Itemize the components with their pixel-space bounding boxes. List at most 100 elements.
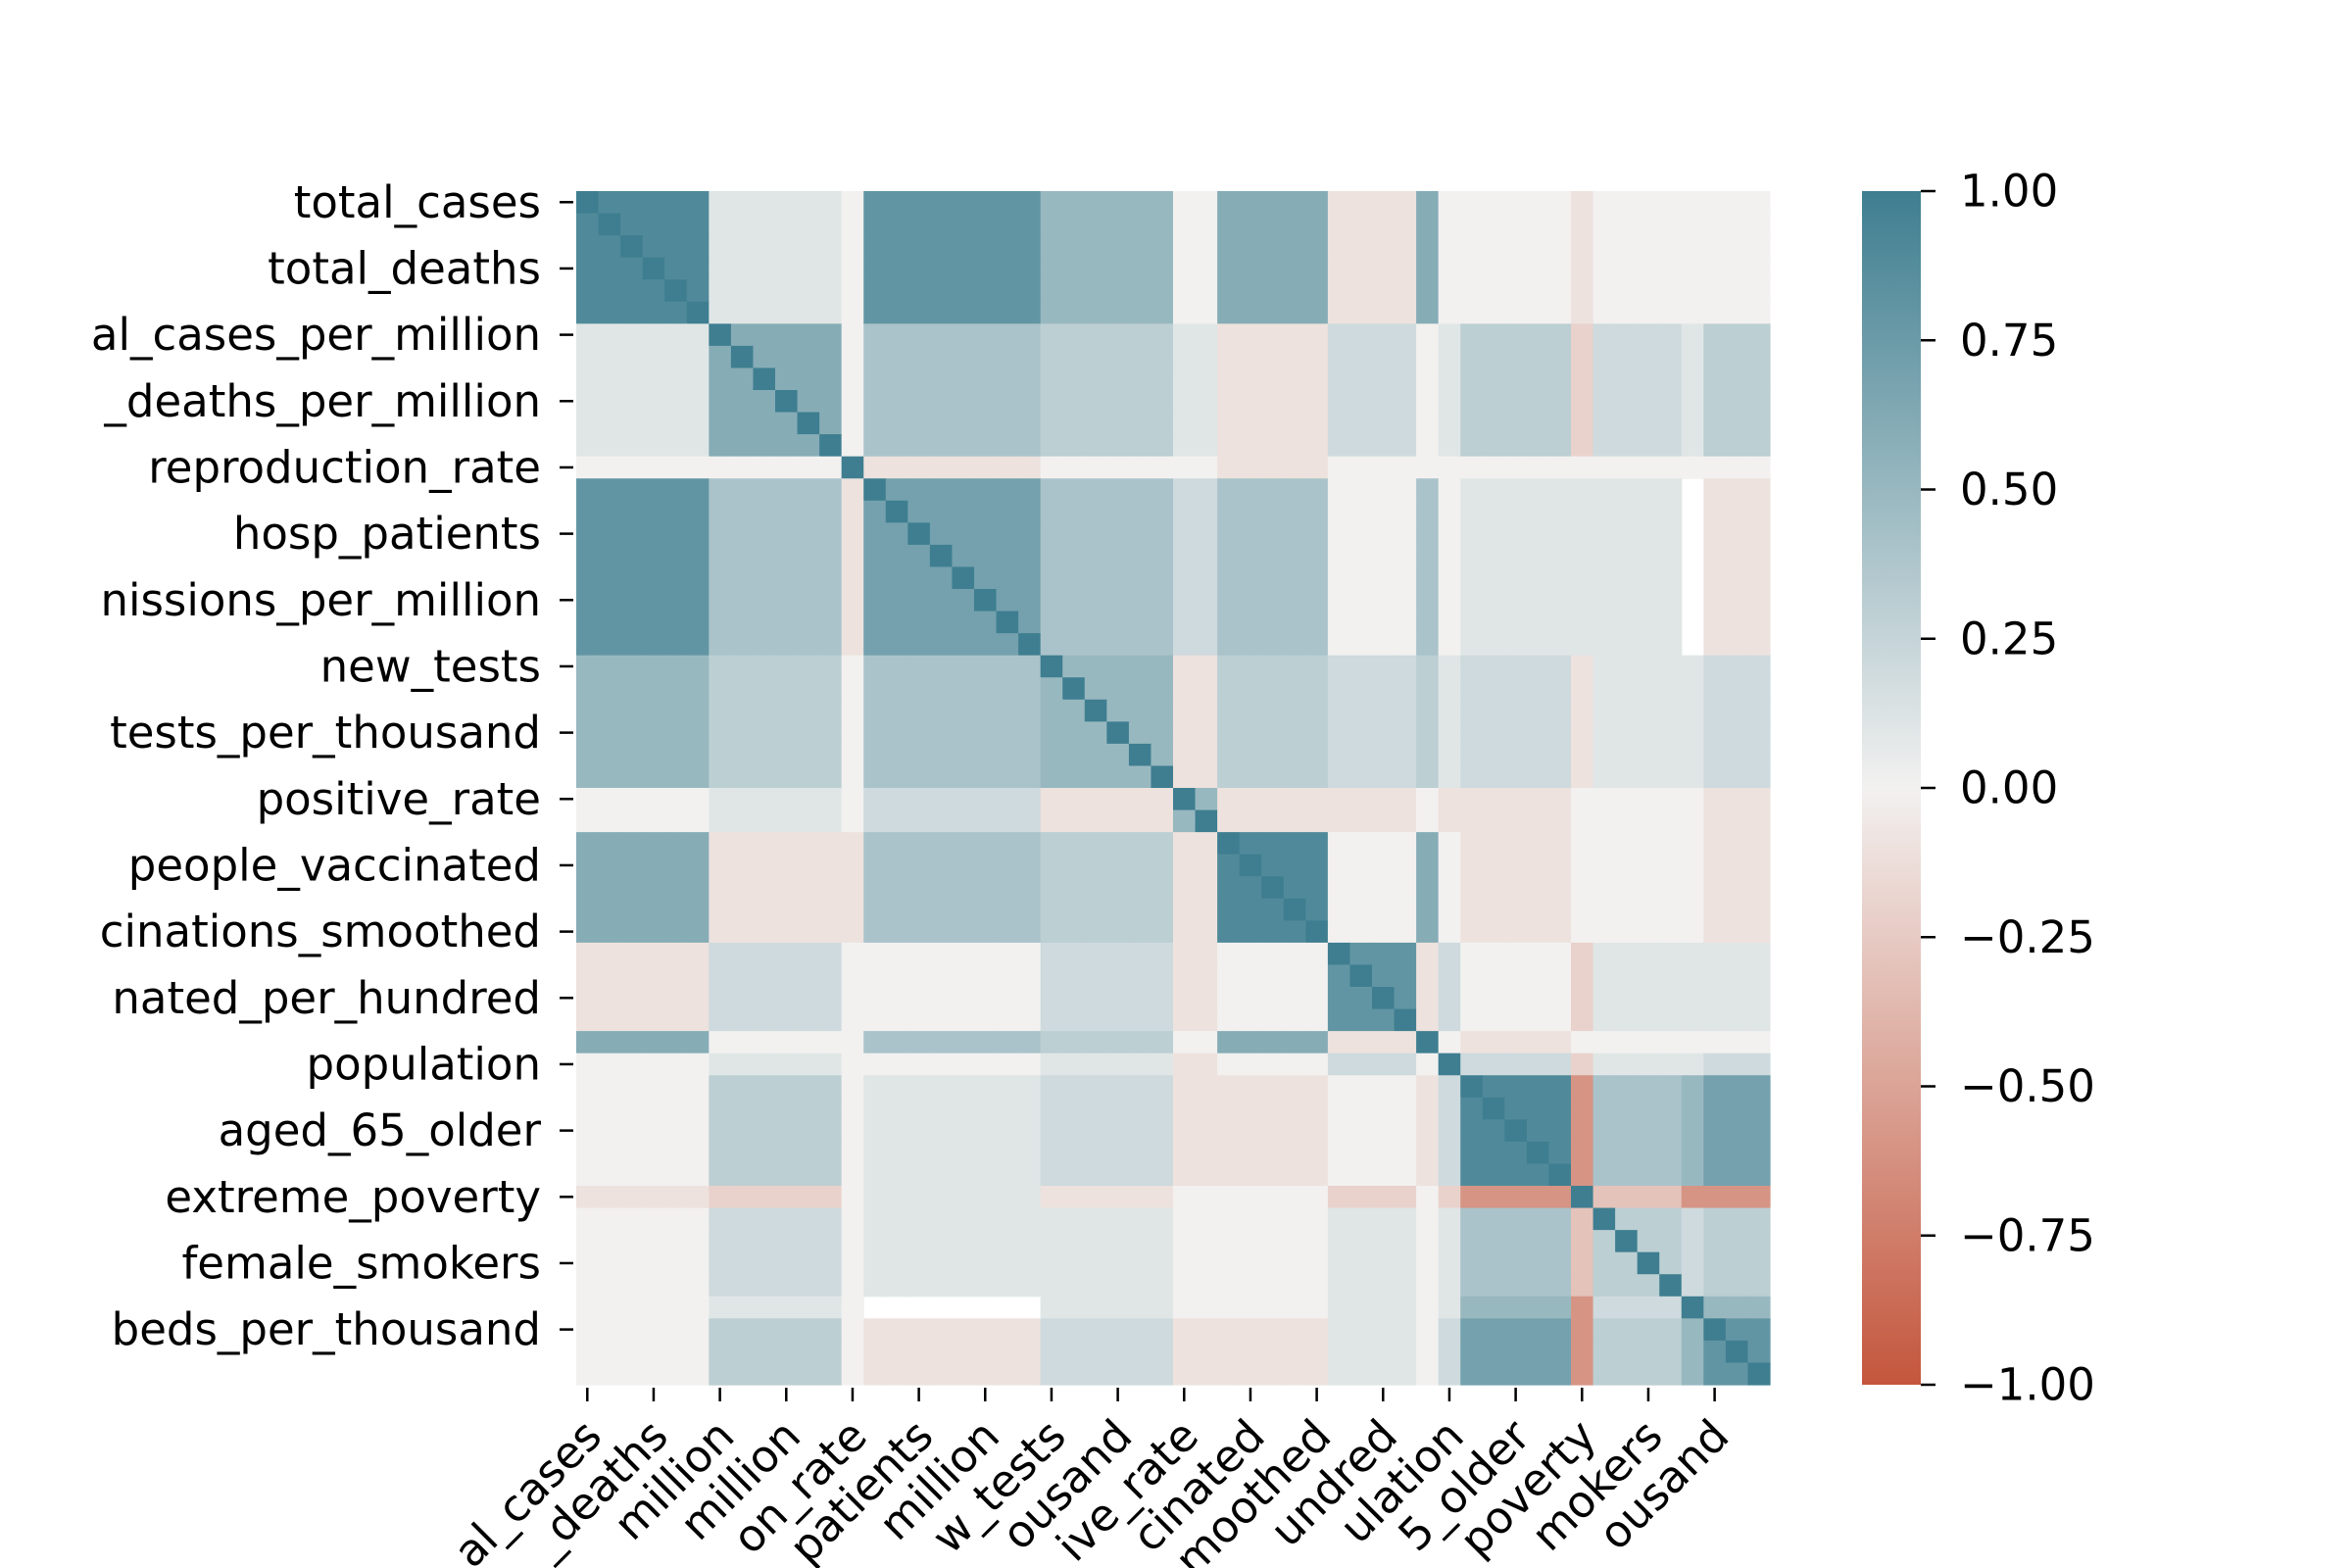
cell <box>598 832 621 856</box>
cell <box>1195 1031 1218 1054</box>
cell <box>686 368 710 391</box>
cell <box>1018 611 1042 634</box>
cell <box>841 633 864 657</box>
cell <box>1062 942 1086 966</box>
cell <box>598 1008 621 1032</box>
cell <box>885 942 908 966</box>
cell <box>1305 677 1329 701</box>
cell <box>709 1274 732 1298</box>
cell <box>1681 1230 1704 1253</box>
cell <box>1173 368 1197 391</box>
cell <box>996 1362 1019 1386</box>
cell <box>1438 743 1461 767</box>
cell <box>664 412 688 435</box>
cell <box>1681 1362 1704 1386</box>
cell <box>1106 456 1130 479</box>
cell <box>1349 854 1373 877</box>
cell <box>1571 1296 1594 1319</box>
cell <box>1239 345 1262 369</box>
cell <box>797 323 820 347</box>
cell <box>841 456 864 479</box>
cell <box>1239 854 1262 877</box>
cell <box>1040 1141 1063 1165</box>
cell <box>1438 434 1461 458</box>
cell <box>1438 412 1461 435</box>
cell <box>1615 633 1639 657</box>
cell <box>1681 788 1704 811</box>
cell <box>1571 743 1594 767</box>
cell <box>753 964 776 988</box>
cell <box>1084 1119 1107 1143</box>
cell <box>841 279 864 303</box>
colorbar-tick-label: 0.25 <box>1960 612 2058 664</box>
cell <box>1018 677 1042 701</box>
cell <box>775 1340 799 1364</box>
cell <box>1526 478 1550 502</box>
cell <box>1725 301 1749 324</box>
cell <box>753 1097 776 1120</box>
cell <box>907 345 931 369</box>
cell <box>819 235 843 259</box>
cell <box>1018 1251 1042 1275</box>
cell <box>1681 1274 1704 1298</box>
cell <box>1084 677 1107 701</box>
cell <box>1725 500 1749 523</box>
cell <box>1526 743 1550 767</box>
cell <box>686 876 710 900</box>
cell <box>1283 1251 1306 1275</box>
cell <box>885 1053 908 1076</box>
cell <box>1526 589 1550 612</box>
cell <box>1128 1097 1152 1120</box>
cell <box>996 500 1019 523</box>
cell <box>1349 368 1373 391</box>
cell <box>753 699 776 722</box>
cell <box>974 1119 998 1143</box>
cell <box>1394 213 1417 236</box>
cell <box>1349 345 1373 369</box>
cell <box>819 1207 843 1231</box>
cell <box>1482 345 1505 369</box>
cell <box>1637 987 1660 1010</box>
cell <box>952 1340 975 1364</box>
cell <box>1283 721 1306 745</box>
cell <box>664 920 688 944</box>
cell <box>1703 611 1727 634</box>
cell <box>1018 765 1042 789</box>
cell <box>1283 1318 1306 1342</box>
cell <box>1571 1340 1594 1364</box>
cell <box>1151 456 1174 479</box>
cell <box>598 1119 621 1143</box>
cell <box>1747 809 1771 833</box>
cell <box>797 213 820 236</box>
cell <box>1504 1031 1528 1054</box>
cell <box>1372 589 1396 612</box>
cell <box>1504 1141 1528 1165</box>
cell <box>1659 876 1683 900</box>
cell <box>1637 699 1660 722</box>
cell <box>929 1230 954 1253</box>
cell <box>1283 1008 1306 1032</box>
cell <box>775 721 799 745</box>
cell <box>841 1053 864 1076</box>
cell <box>1637 633 1660 657</box>
cell <box>1195 699 1218 722</box>
cell <box>1283 964 1306 988</box>
cell <box>1504 788 1528 811</box>
cell <box>1372 898 1396 921</box>
cell <box>1195 1340 1218 1364</box>
cell <box>974 1097 998 1120</box>
cell <box>1747 1230 1771 1253</box>
cell <box>598 1186 621 1209</box>
cell <box>730 301 755 324</box>
cell <box>885 1008 908 1032</box>
cell <box>929 213 954 236</box>
cell <box>1151 566 1174 590</box>
cell <box>1703 191 1727 215</box>
cell <box>686 655 710 678</box>
cell <box>1372 1008 1396 1032</box>
colorbar-tick-label: −0.50 <box>1960 1060 2095 1112</box>
cell <box>1548 301 1572 324</box>
cell <box>730 522 755 546</box>
cell <box>819 301 843 324</box>
cell <box>1084 1031 1107 1054</box>
